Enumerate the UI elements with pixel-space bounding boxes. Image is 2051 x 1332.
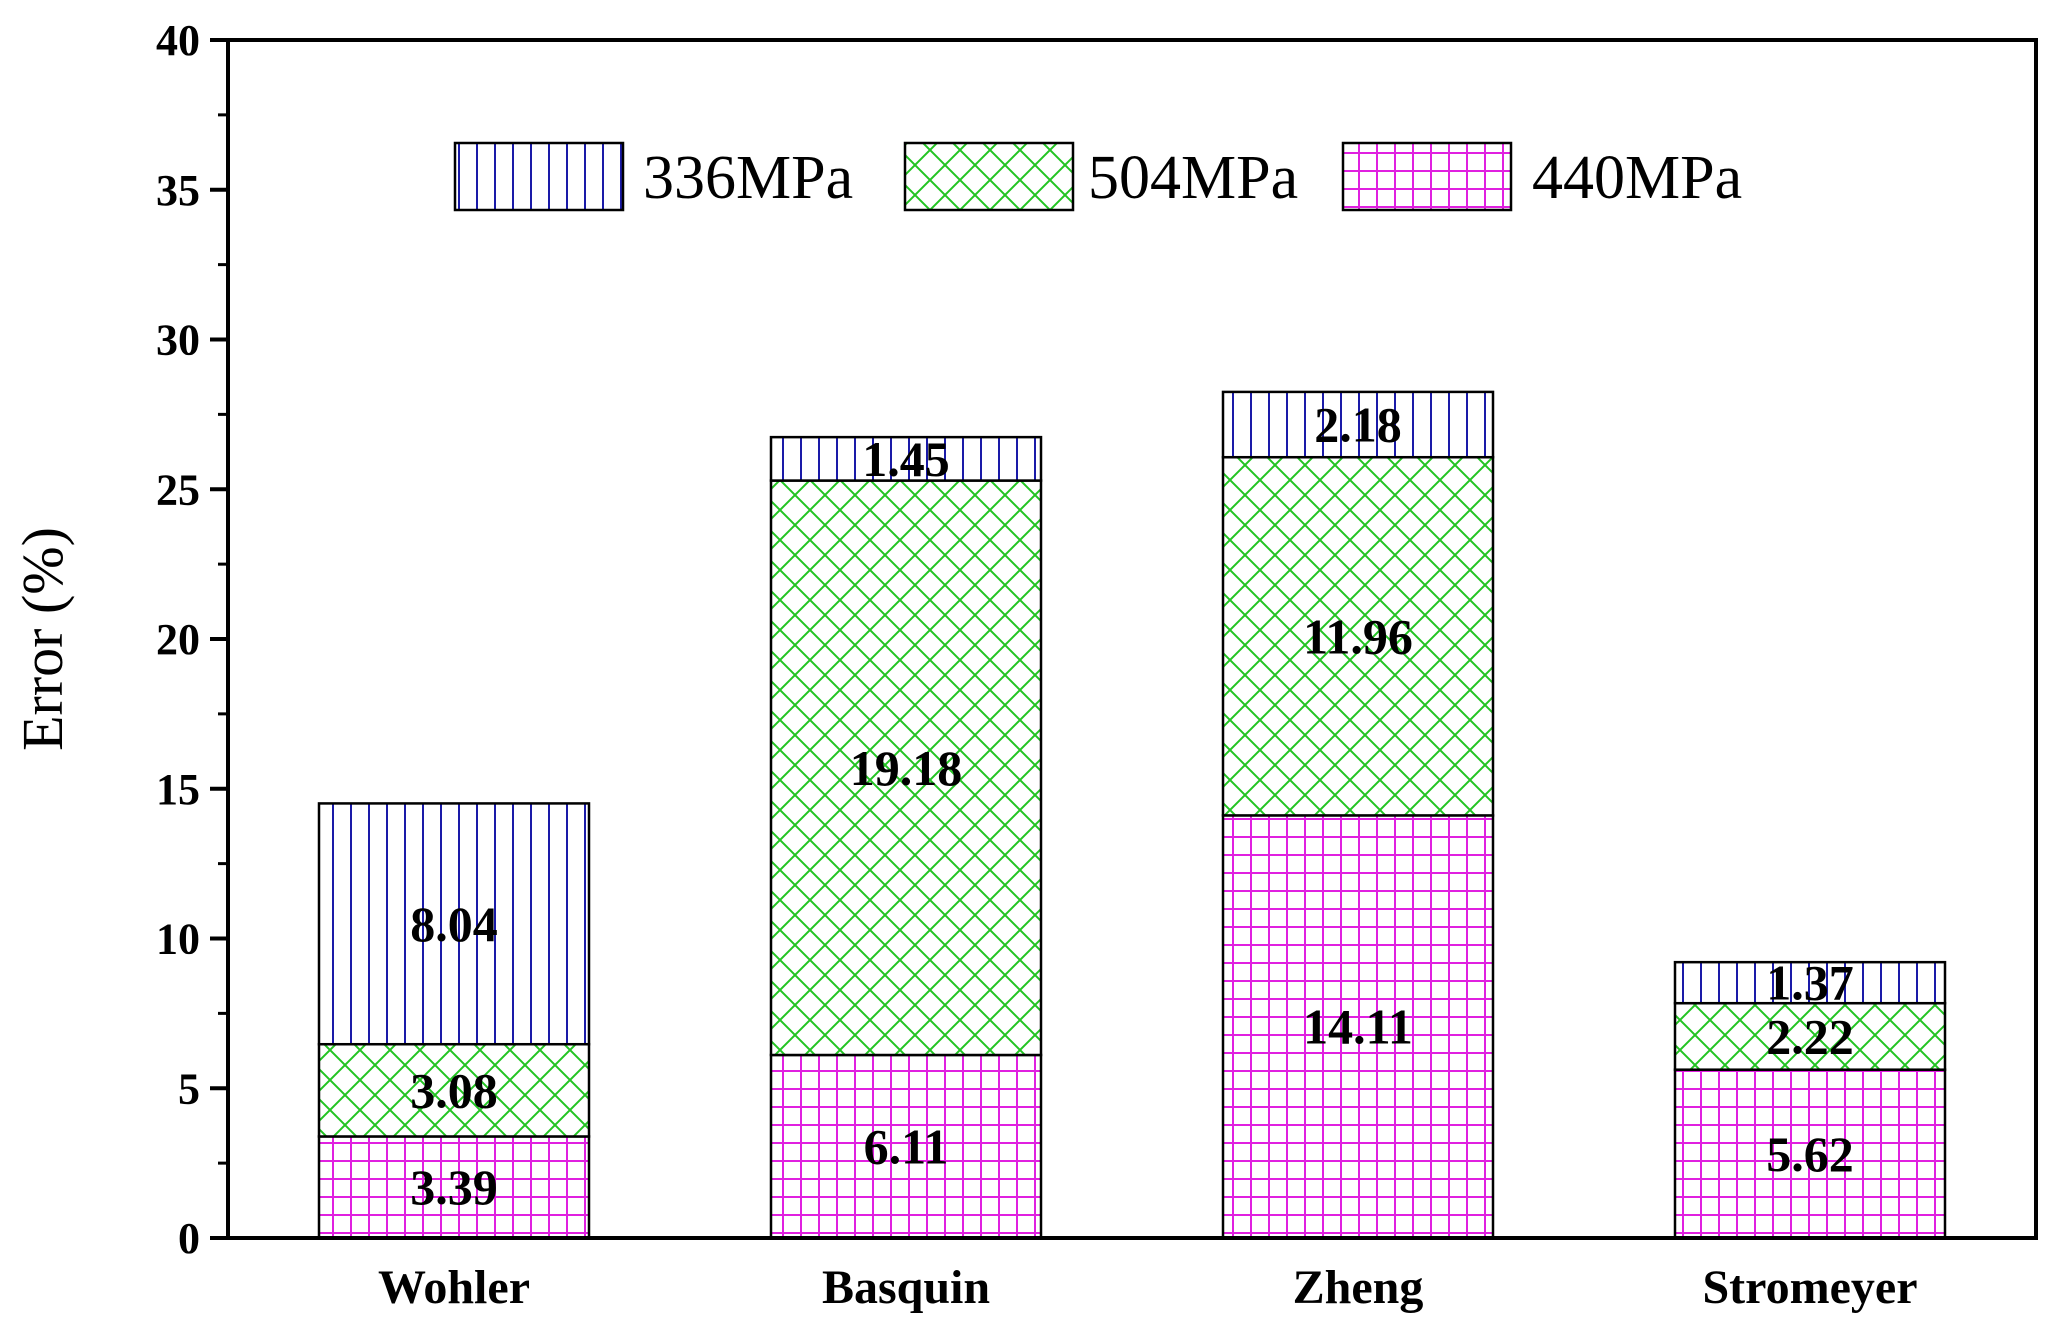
bar-segment-504mpa-basquin	[769, 479, 1043, 1057]
bar-segment-504mpa-zheng	[1221, 455, 1495, 817]
bar-segment-504mpa-wohler	[317, 1042, 591, 1138]
y-tick-label: 30	[156, 316, 200, 365]
y-tick-label: 35	[156, 166, 200, 215]
bar-segment-336mpa-stromeyer	[1673, 960, 1947, 1005]
y-tick-label: 15	[156, 765, 200, 814]
bar-segment-440mpa-wohler	[317, 1135, 591, 1240]
bar-segment-336mpa-basquin	[769, 435, 1043, 482]
bar-segment-440mpa-stromeyer	[1673, 1068, 1947, 1240]
x-tick-label-basquin: Basquin	[822, 1261, 990, 1314]
y-tick-label: 10	[156, 915, 200, 964]
data-label-440mpa-zheng: 14.11	[1303, 999, 1413, 1055]
data-label-504mpa-wohler: 3.08	[410, 1062, 498, 1118]
data-label-336mpa-wohler: 8.04	[410, 896, 498, 952]
legend-swatch-440mpa	[1341, 141, 1513, 212]
data-label-336mpa-basquin: 1.45	[862, 431, 950, 487]
y-tick-label: 40	[156, 16, 200, 65]
y-tick-label: 0	[178, 1214, 200, 1263]
y-tick-label: 20	[156, 615, 200, 664]
data-label-336mpa-stromeyer: 1.37	[1766, 955, 1854, 1011]
data-label-440mpa-basquin: 6.11	[864, 1119, 949, 1175]
x-tick-label-zheng: Zheng	[1293, 1261, 1424, 1314]
legend-swatch-336mpa	[453, 141, 625, 212]
data-label-440mpa-wohler: 3.39	[410, 1159, 498, 1215]
legend-swatch-504mpa	[903, 141, 1075, 212]
y-tick-label: 25	[156, 465, 200, 514]
data-label-504mpa-basquin: 19.18	[850, 740, 963, 796]
data-label-504mpa-zheng: 11.96	[1303, 608, 1413, 664]
legend-label-440mpa: 440MPa	[1532, 144, 1742, 212]
legend-label-504mpa: 504MPa	[1088, 144, 1298, 212]
data-label-336mpa-zheng: 2.18	[1314, 397, 1402, 453]
y-axis-title: Error (%)	[10, 527, 75, 751]
legend-label-336mpa: 336MPa	[643, 144, 853, 212]
x-tick-label-stromeyer: Stromeyer	[1702, 1261, 1917, 1314]
data-label-504mpa-stromeyer: 2.22	[1766, 1008, 1854, 1064]
bar-segment-336mpa-zheng	[1221, 390, 1495, 459]
y-tick-label: 5	[178, 1064, 200, 1113]
bar-segment-440mpa-basquin	[769, 1053, 1043, 1240]
data-label-440mpa-stromeyer: 5.62	[1766, 1126, 1854, 1182]
x-tick-label-wohler: Wohler	[378, 1261, 530, 1314]
bar-segment-336mpa-wohler	[317, 802, 591, 1046]
bar-segment-504mpa-stromeyer	[1673, 1001, 1947, 1071]
